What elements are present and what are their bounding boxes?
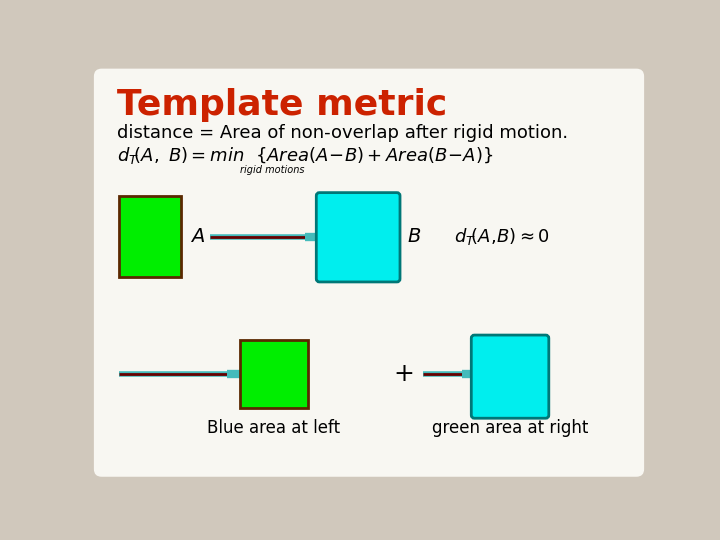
Text: $d_T\!(A,\!B) \approx 0$: $d_T\!(A,\!B) \approx 0$: [454, 226, 550, 247]
Text: +: +: [393, 362, 414, 386]
Text: B: B: [408, 227, 421, 246]
Text: green area at right: green area at right: [432, 419, 588, 437]
FancyBboxPatch shape: [316, 193, 400, 282]
FancyBboxPatch shape: [472, 335, 549, 418]
Text: Template metric: Template metric: [117, 88, 447, 122]
Bar: [240, 340, 307, 408]
Text: A: A: [191, 227, 204, 246]
Text: $d_T\!(A,\ B) = \mathit{min}\ \ \{Area(A\!-\!B) + Area(B\!-\!A)\}$: $d_T\!(A,\ B) = \mathit{min}\ \ \{Area(A…: [117, 145, 493, 166]
Text: distance = Area of non-overlap after rigid motion.: distance = Area of non-overlap after rig…: [117, 124, 568, 141]
Bar: [120, 195, 181, 276]
FancyBboxPatch shape: [94, 69, 644, 477]
Text: Blue area at left: Blue area at left: [207, 419, 341, 437]
Text: rigid motions: rigid motions: [240, 165, 304, 175]
